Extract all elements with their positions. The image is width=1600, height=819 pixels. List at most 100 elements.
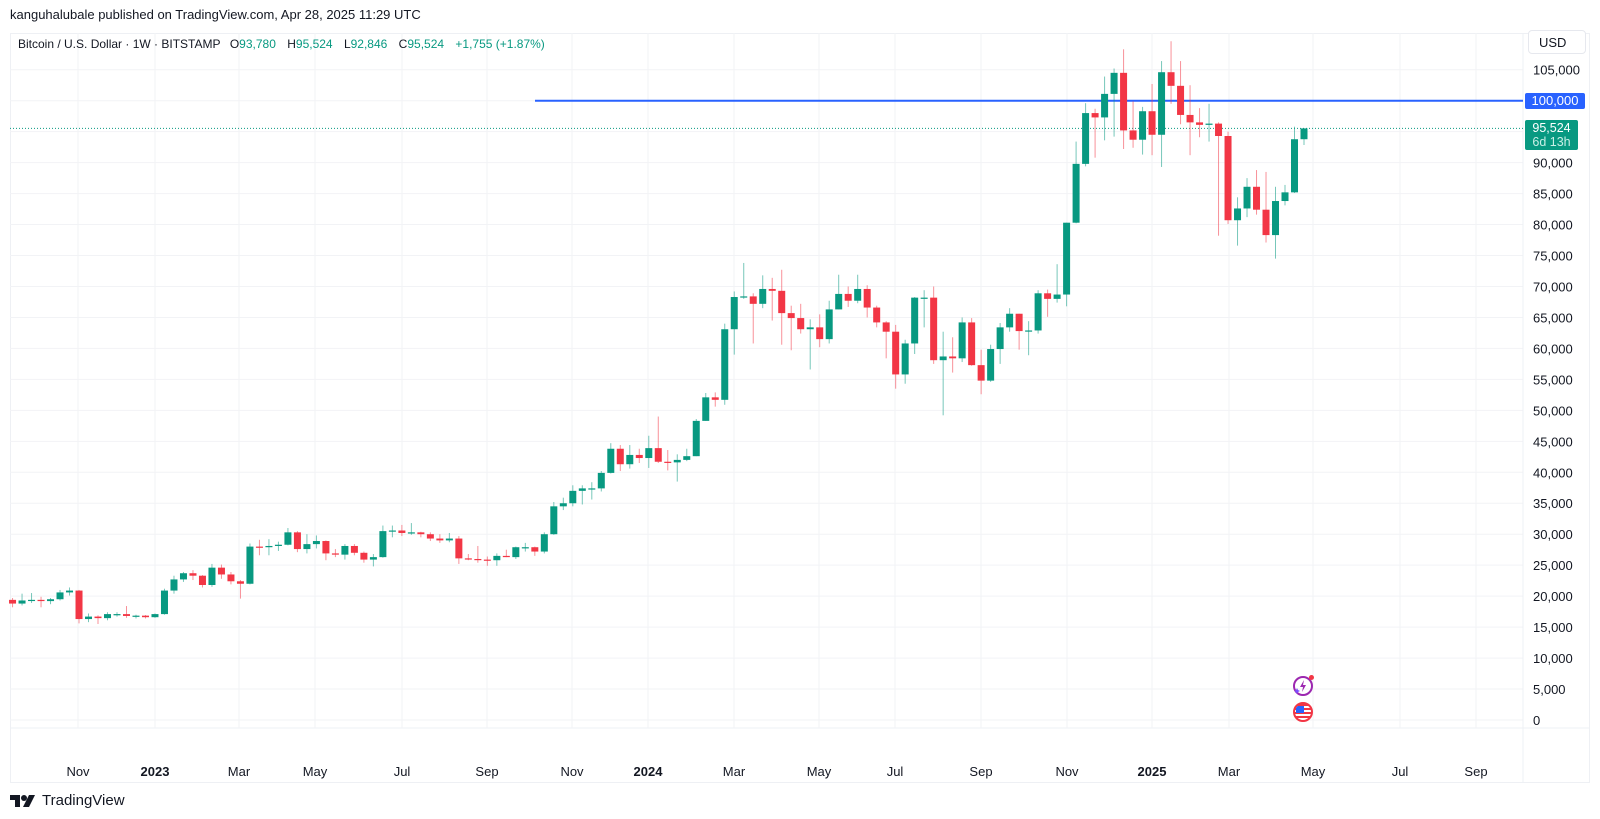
candle[interactable] [911,297,919,354]
candle[interactable] [692,419,700,457]
candle[interactable] [787,305,795,351]
candle[interactable] [217,564,225,579]
candle[interactable] [1167,41,1175,104]
candle[interactable] [550,502,558,535]
candle[interactable] [331,549,339,558]
candle[interactable] [673,454,681,482]
candle[interactable] [1243,178,1251,218]
candle[interactable] [1234,197,1242,246]
candle[interactable] [968,318,976,366]
candle[interactable] [1215,122,1223,236]
candle[interactable] [759,275,767,309]
candle[interactable] [170,575,178,594]
candle[interactable] [303,534,311,554]
candle[interactable] [1272,186,1280,259]
candle[interactable] [293,531,301,553]
candle[interactable] [854,274,862,304]
candle[interactable] [1158,61,1166,167]
candle[interactable] [778,269,786,345]
candle[interactable] [873,305,881,328]
candle[interactable] [882,321,890,359]
candle[interactable] [66,587,74,596]
candle[interactable] [1139,106,1147,155]
candle[interactable] [949,337,957,373]
candle[interactable] [588,482,596,500]
candle[interactable] [996,323,1004,364]
candle[interactable] [227,571,235,585]
candle[interactable] [369,554,377,567]
candle[interactable] [1205,103,1213,142]
candle[interactable] [711,392,719,407]
candle[interactable] [892,324,900,389]
candle[interactable] [1281,184,1289,206]
candle[interactable] [797,303,805,334]
candle[interactable] [1053,264,1061,303]
currency-button[interactable]: USD [1528,30,1586,54]
candle[interactable] [521,542,529,552]
candle[interactable] [635,448,643,463]
candle[interactable] [85,613,93,623]
candle[interactable] [1129,101,1137,148]
lightning-spark-icon[interactable] [1293,675,1314,696]
candle[interactable] [1025,321,1033,356]
candle[interactable] [1262,171,1270,243]
candle[interactable] [721,323,729,405]
candle[interactable] [426,532,434,542]
candle[interactable] [835,274,843,310]
candle[interactable] [189,570,197,581]
candle[interactable] [1148,83,1156,156]
candle[interactable] [274,541,282,551]
candle[interactable] [683,448,691,462]
candle[interactable] [113,612,121,617]
candle[interactable] [312,535,320,549]
candle[interactable] [28,593,36,603]
candle[interactable] [1224,131,1232,224]
candle[interactable] [1120,49,1128,150]
candle[interactable] [654,416,662,463]
candle[interactable] [445,532,453,543]
candle[interactable] [379,525,387,558]
candle[interactable] [1291,126,1299,193]
candle[interactable] [75,589,83,624]
candle[interactable] [987,344,995,382]
candle[interactable] [806,319,814,370]
candle[interactable] [360,551,368,563]
candle[interactable] [104,612,112,621]
symbol-title[interactable]: Bitcoin / U.S. Dollar · 1W · BITSTAMP [18,37,221,51]
candle[interactable] [341,544,349,560]
candle[interactable] [645,435,653,468]
candle[interactable] [151,613,159,618]
candle[interactable] [607,443,615,474]
candle[interactable] [977,349,985,395]
candle[interactable] [141,615,149,619]
candle[interactable] [407,523,415,535]
candle[interactable] [531,546,539,556]
candle[interactable] [1253,170,1261,215]
us-flag-icon[interactable] [1293,702,1313,722]
candle[interactable] [417,531,425,538]
candle[interactable] [616,445,624,472]
candle[interactable] [198,575,206,588]
candle[interactable] [825,300,833,344]
candle[interactable] [483,556,491,566]
candle[interactable] [901,339,909,384]
candle[interactable] [18,593,26,606]
candle[interactable] [816,314,824,348]
candle[interactable] [47,597,55,605]
candle[interactable] [208,563,216,587]
candle[interactable] [512,546,520,559]
candle[interactable] [1091,108,1099,158]
candle[interactable] [122,606,130,618]
candle[interactable] [626,445,634,469]
candle[interactable] [1082,103,1090,167]
candle[interactable] [56,589,64,601]
candle[interactable] [132,614,140,619]
candle[interactable] [37,596,45,608]
candle[interactable] [502,549,510,558]
candle[interactable] [179,571,187,582]
candle[interactable] [322,540,330,561]
candle[interactable] [958,317,966,363]
candle[interactable] [740,262,748,299]
candle[interactable] [160,588,168,615]
